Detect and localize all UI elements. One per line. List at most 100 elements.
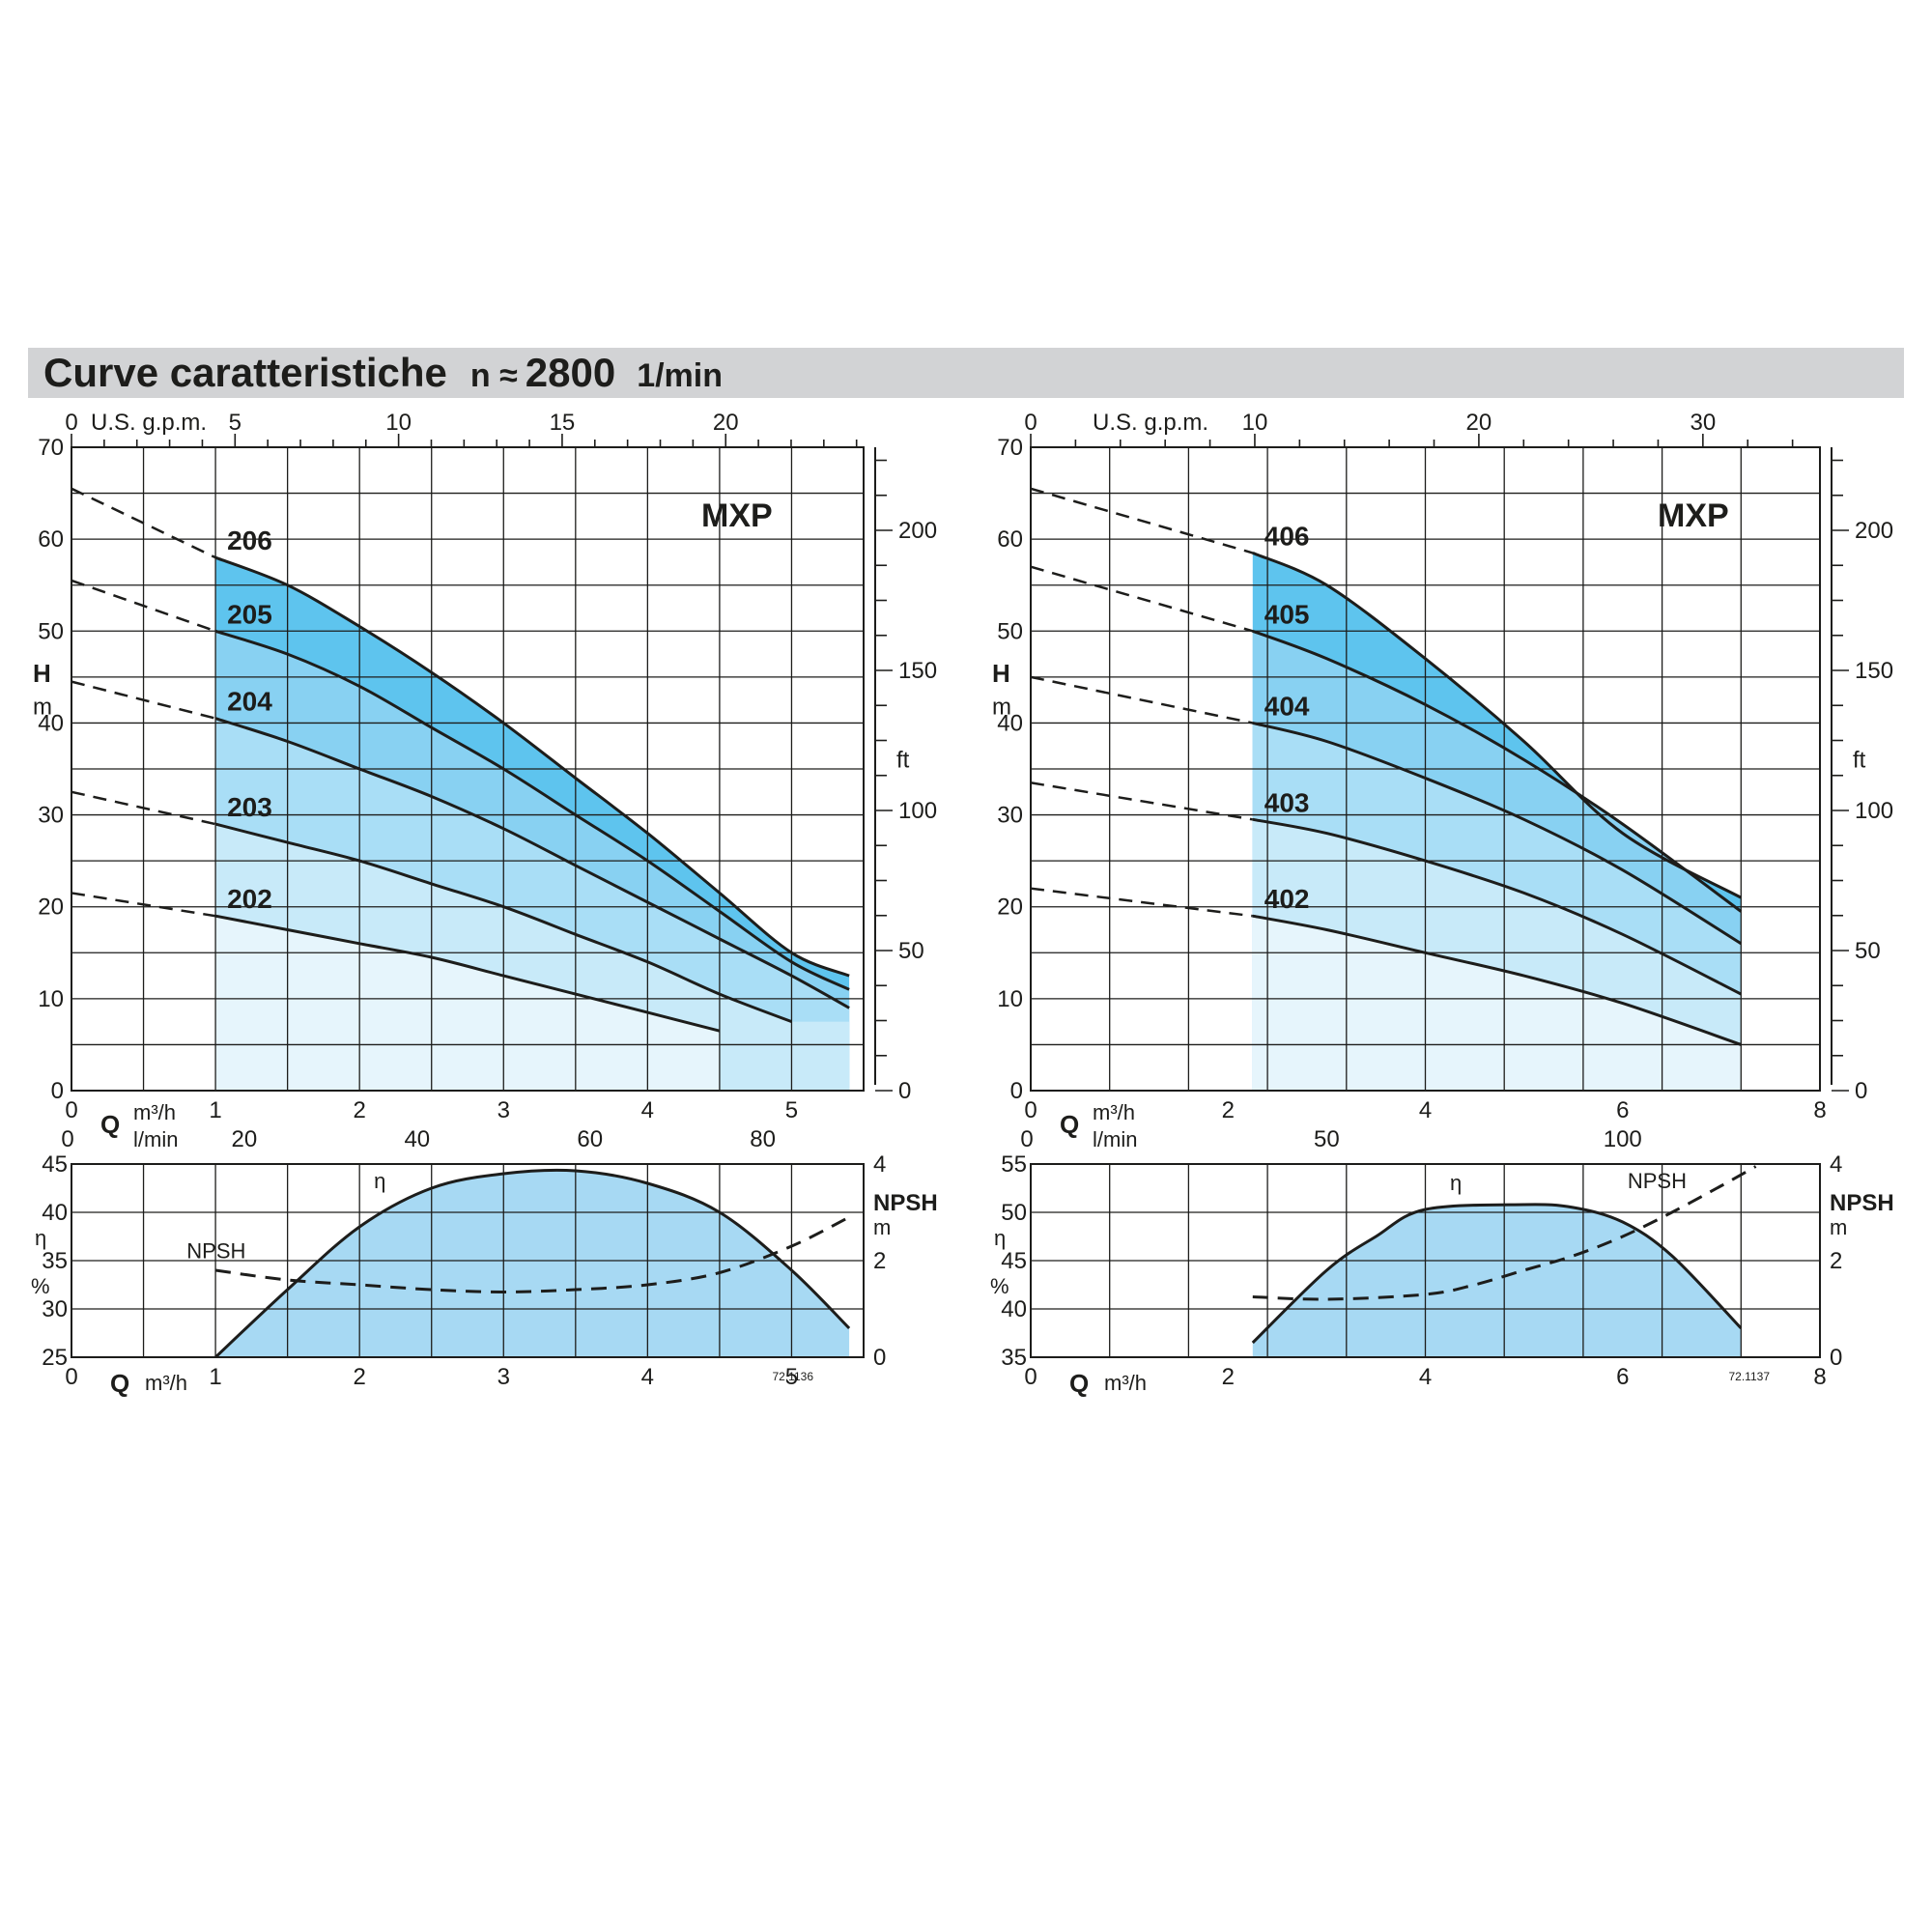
curve-405: [1252, 629, 1743, 913]
x-tick-label: 1: [209, 1364, 221, 1390]
x-axis-unit: m³/h: [1104, 1371, 1147, 1395]
dashed-205: [71, 579, 216, 633]
dashed-406: [1030, 487, 1254, 554]
x-tick-label: 5: [785, 1364, 798, 1390]
ft-tick-label: 150: [1855, 658, 1893, 684]
gpm-tick-label: 5: [229, 410, 242, 436]
y-axis-label: H: [33, 659, 51, 688]
x2-tick-label: 20: [232, 1126, 258, 1152]
speed-prefix: n ≈: [469, 357, 518, 394]
x-tick-label: 4: [641, 1364, 654, 1390]
curve-efficiency: [1251, 1203, 1743, 1345]
ft-tick-label: 100: [1855, 798, 1893, 824]
x-axis-unit: m³/h: [145, 1371, 187, 1395]
x2-tick-label: 60: [577, 1126, 603, 1152]
series-label-403: 403: [1264, 787, 1310, 817]
mxp-200-head-grid: [71, 446, 865, 1092]
label-eta: η: [374, 1169, 385, 1193]
gpm-tick-label: 10: [1242, 410, 1268, 436]
mxp-400-head-group: 406405404403402MXP010203040506070Hm05010…: [992, 410, 1893, 1152]
brand-label: MXP: [1658, 497, 1729, 534]
x-tick-label: 3: [497, 1097, 510, 1123]
curve-202: [214, 914, 721, 1033]
y-tick-label: 20: [997, 895, 1023, 921]
curve-efficiency: [214, 1168, 851, 1359]
label-npsh: NPSH: [1628, 1169, 1687, 1193]
x-tick-label: 2: [354, 1097, 366, 1123]
x-tick-label: 2: [354, 1364, 366, 1390]
x-axis-label: Q: [1069, 1369, 1089, 1398]
x-tick-label: 0: [65, 1364, 77, 1390]
y-axis-unit: m: [992, 694, 1011, 720]
x-axis-unit: m³/h: [1093, 1100, 1135, 1124]
x-tick-label: 3: [497, 1364, 510, 1390]
x-tick-label: 0: [65, 1097, 77, 1123]
y-tick-label: 0: [1010, 1078, 1023, 1104]
x-tick-label: 2: [1222, 1097, 1235, 1123]
curve-npsh: [214, 1215, 850, 1294]
y-tick-label: 50: [997, 618, 1023, 644]
ft-axis-unit: ft: [1853, 747, 1866, 773]
series-label-405: 405: [1264, 599, 1310, 629]
npsh-tick-label: 4: [873, 1151, 886, 1178]
x-axis-label: Q: [1060, 1110, 1079, 1139]
y-tick-label: 20: [38, 895, 64, 921]
npsh-axis-label: NPSH: [873, 1190, 938, 1216]
mxp-200-head-group: 206205204203202MXP010203040506070Hm05010…: [33, 410, 937, 1152]
series-label-402: 402: [1264, 884, 1310, 914]
x-tick-label: 2: [1222, 1364, 1235, 1390]
plot-frame: [1030, 446, 1821, 1092]
curve-204: [214, 717, 850, 1009]
x2-axis-unit: l/min: [1093, 1127, 1137, 1151]
plot-frame: [1030, 1163, 1821, 1358]
dashed-203: [71, 790, 216, 826]
x-tick-label: 8: [1813, 1364, 1826, 1390]
y-tick-label: 55: [1001, 1151, 1027, 1178]
gpm-axis-unit: U.S. g.p.m.: [91, 410, 207, 436]
y-tick-label: 40: [1001, 1296, 1027, 1322]
curve-205: [214, 629, 850, 991]
brand-label: MXP: [701, 497, 773, 534]
series-label-206: 206: [227, 526, 272, 555]
dashed-204: [71, 680, 216, 720]
series-label-406: 406: [1264, 521, 1310, 551]
x-tick-label: 6: [1616, 1097, 1629, 1123]
band-202: [215, 916, 720, 1091]
gpm-tick-label: 20: [1466, 410, 1492, 436]
y-tick-label: 40: [42, 1200, 68, 1226]
gpm-tick-label: 20: [713, 410, 739, 436]
y-tick-label: 10: [38, 986, 64, 1012]
y-axis-label: η: [35, 1226, 46, 1250]
ft-axis-unit: ft: [896, 747, 910, 773]
gpm-tick-label: 0: [1024, 410, 1037, 436]
dashed-405: [1030, 565, 1254, 633]
plot-frame: [71, 1163, 865, 1358]
x2-tick-label: 100: [1604, 1126, 1642, 1152]
x2-tick-label: 40: [404, 1126, 430, 1152]
series-label-205: 205: [227, 599, 272, 629]
x2-tick-label: 80: [750, 1126, 776, 1152]
plot-frame: [71, 446, 865, 1092]
y-axis-label: η: [994, 1226, 1006, 1250]
y-tick-label: 0: [51, 1078, 64, 1104]
x-axis-unit: m³/h: [133, 1100, 176, 1124]
curve-403: [1252, 817, 1742, 996]
x2-tick-label: 0: [1020, 1126, 1033, 1152]
x2-axis-unit: l/min: [133, 1127, 178, 1151]
dashed-402: [1030, 887, 1253, 918]
efficiency-fill: [1252, 1204, 1742, 1357]
x-axis-label: Q: [100, 1110, 120, 1139]
y-axis-unit: %: [990, 1274, 1009, 1298]
title-text: Curve caratteristiche: [43, 350, 447, 395]
y-axis-unit: %: [31, 1274, 50, 1298]
label-eta: η: [1450, 1171, 1462, 1195]
gpm-axis-unit: U.S. g.p.m.: [1093, 410, 1208, 436]
speed-value: 2800: [525, 350, 616, 395]
dashed-206: [71, 487, 216, 559]
ft-tick-label: 100: [898, 798, 937, 824]
page-title: Curve caratteristiche n ≈2800 1/min: [43, 350, 723, 396]
band-402: [1252, 916, 1742, 1091]
series-label-202: 202: [227, 884, 272, 914]
